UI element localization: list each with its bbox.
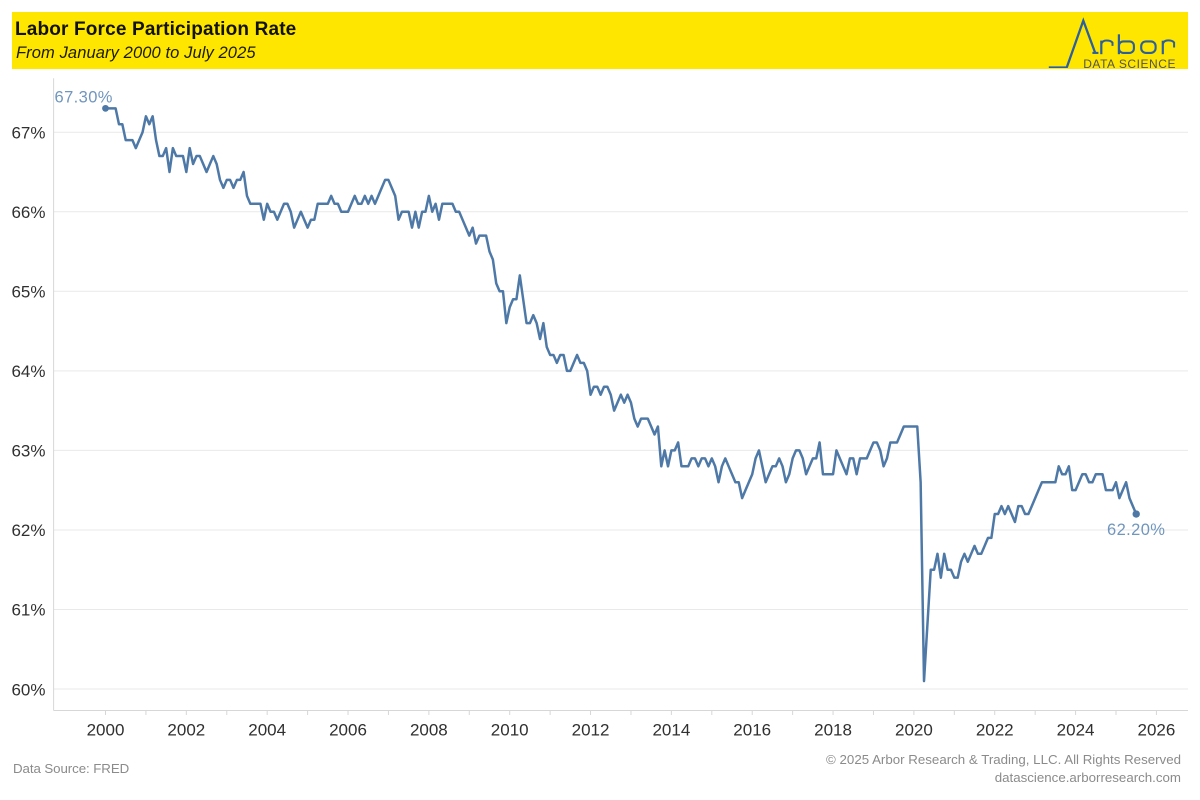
svg-text:2006: 2006	[329, 720, 367, 739]
svg-text:67%: 67%	[11, 123, 45, 142]
svg-text:2024: 2024	[1057, 720, 1095, 739]
svg-text:66%: 66%	[11, 203, 45, 222]
svg-text:2018: 2018	[814, 720, 852, 739]
svg-text:2010: 2010	[491, 720, 529, 739]
svg-text:2022: 2022	[976, 720, 1014, 739]
svg-text:2008: 2008	[410, 720, 448, 739]
svg-text:62.20%: 62.20%	[1107, 521, 1165, 539]
svg-text:2012: 2012	[572, 720, 610, 739]
svg-text:63%: 63%	[11, 442, 45, 461]
svg-text:62%: 62%	[11, 521, 45, 540]
svg-text:2014: 2014	[652, 720, 690, 739]
svg-text:2004: 2004	[248, 720, 286, 739]
svg-text:65%: 65%	[11, 283, 45, 302]
svg-text:64%: 64%	[11, 362, 45, 381]
svg-text:2026: 2026	[1138, 720, 1176, 739]
svg-text:67.30%: 67.30%	[55, 89, 113, 107]
svg-text:2020: 2020	[895, 720, 933, 739]
svg-text:2016: 2016	[733, 720, 771, 739]
svg-text:61%: 61%	[11, 601, 45, 620]
svg-text:2000: 2000	[87, 720, 125, 739]
svg-text:DATA SCIENCE: DATA SCIENCE	[1083, 57, 1176, 69]
svg-text:2002: 2002	[167, 720, 205, 739]
svg-text:60%: 60%	[11, 680, 45, 699]
